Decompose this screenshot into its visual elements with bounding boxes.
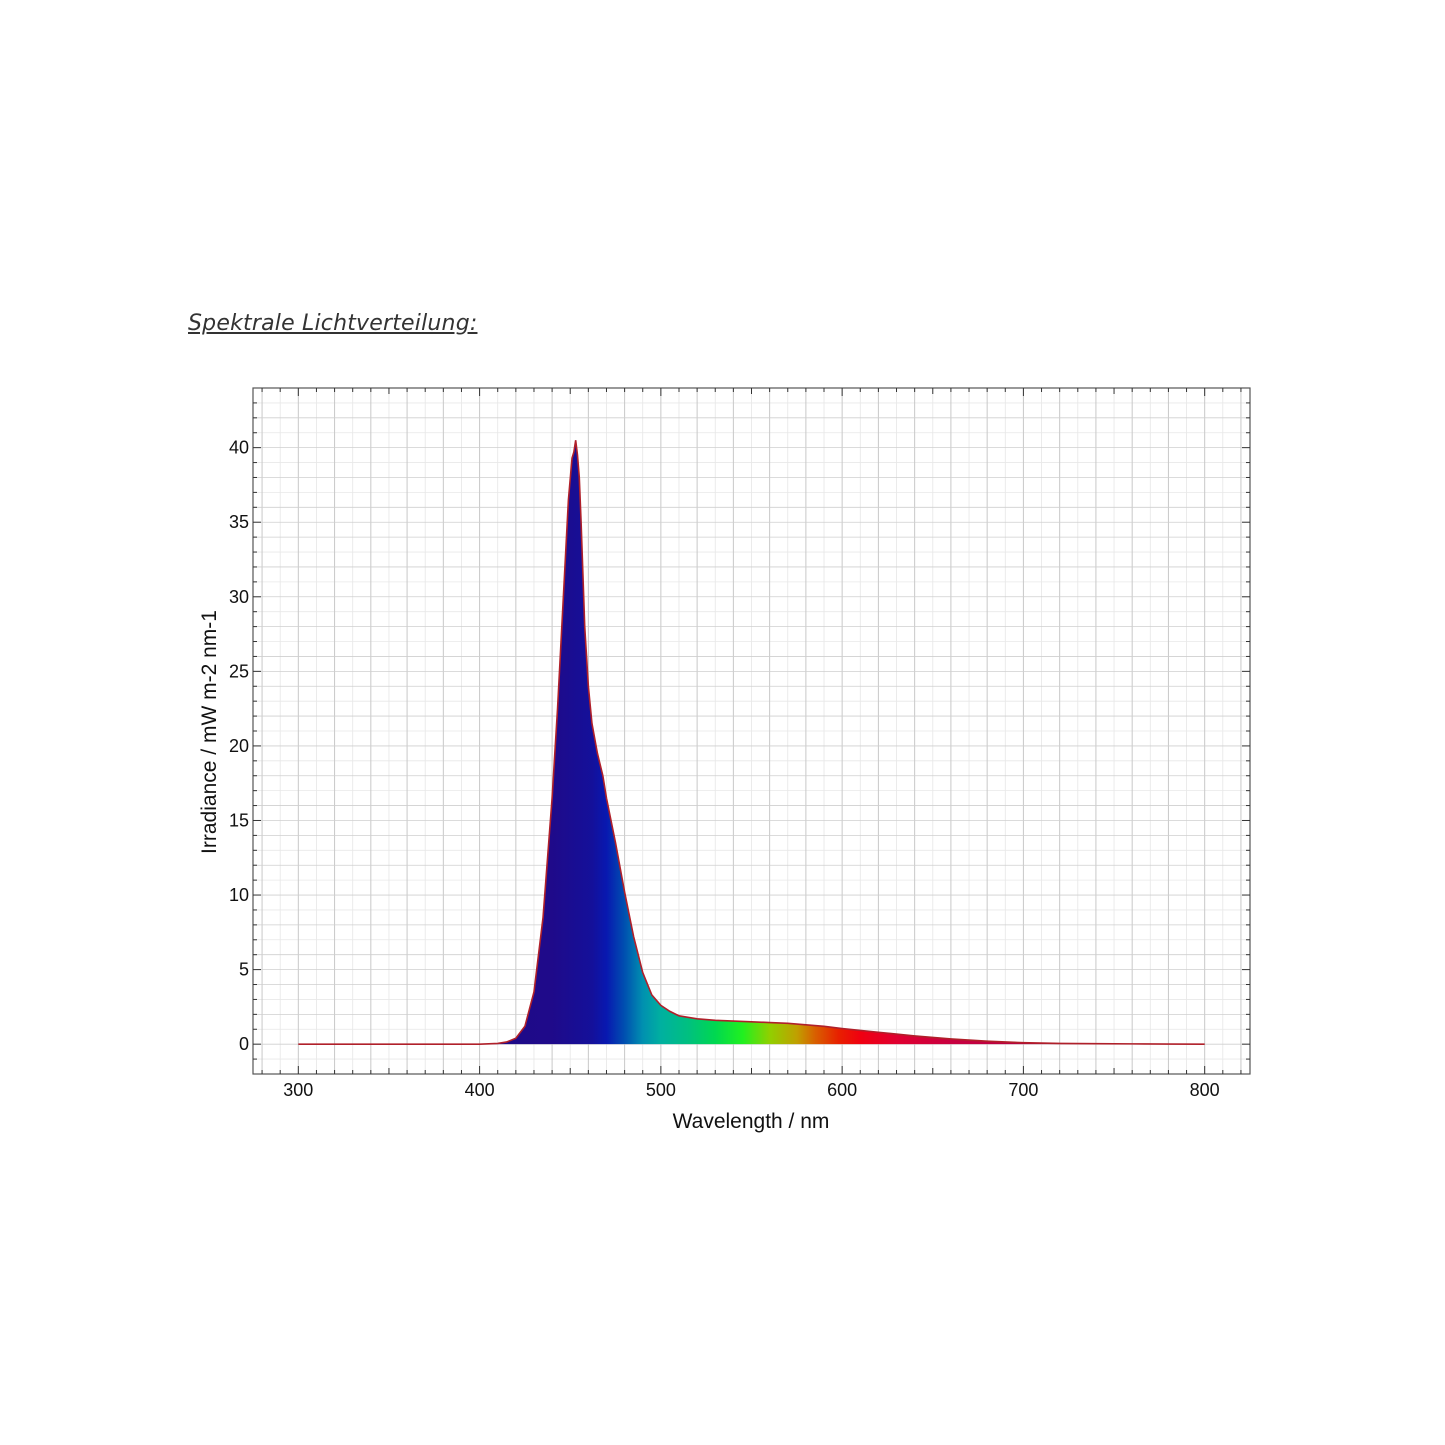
x-tick-label: 400 [465, 1080, 495, 1100]
x-tick-label: 300 [283, 1080, 313, 1100]
y-tick-label: 35 [229, 512, 249, 532]
spectrum-line [298, 440, 1205, 1045]
y-tick-label: 10 [229, 885, 249, 905]
x-tick-label: 700 [1008, 1080, 1038, 1100]
y-tick-label: 40 [229, 438, 249, 458]
tick-marks [253, 388, 1250, 1074]
y-tick-label: 15 [229, 810, 249, 830]
y-tick-labels: 0 5 10 15 20 25 30 35 40 [229, 438, 249, 1055]
y-tick-label: 25 [229, 661, 249, 681]
x-tick-label: 600 [827, 1080, 857, 1100]
x-tick-label: 800 [1190, 1080, 1220, 1100]
y-tick-label: 20 [229, 736, 249, 756]
grid-major [253, 388, 1250, 1074]
y-tick-label: 30 [229, 587, 249, 607]
series-layer [298, 440, 1205, 1045]
y-tick-label: 0 [239, 1034, 249, 1054]
y-axis-label: Irradiance / mW m-2 nm-1 [198, 610, 221, 854]
page-heading: Spektrale Lichtverteilung: [188, 311, 478, 336]
x-tick-labels: 300 400 500 600 700 800 [283, 1080, 1219, 1100]
grid-minor [253, 388, 1250, 1074]
x-tick-label: 500 [646, 1080, 676, 1100]
y-tick-label: 5 [239, 960, 249, 980]
x-axis-label: Wavelength / nm [673, 1110, 830, 1133]
